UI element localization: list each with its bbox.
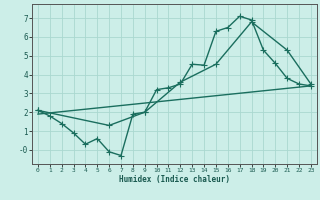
X-axis label: Humidex (Indice chaleur): Humidex (Indice chaleur)	[119, 175, 230, 184]
